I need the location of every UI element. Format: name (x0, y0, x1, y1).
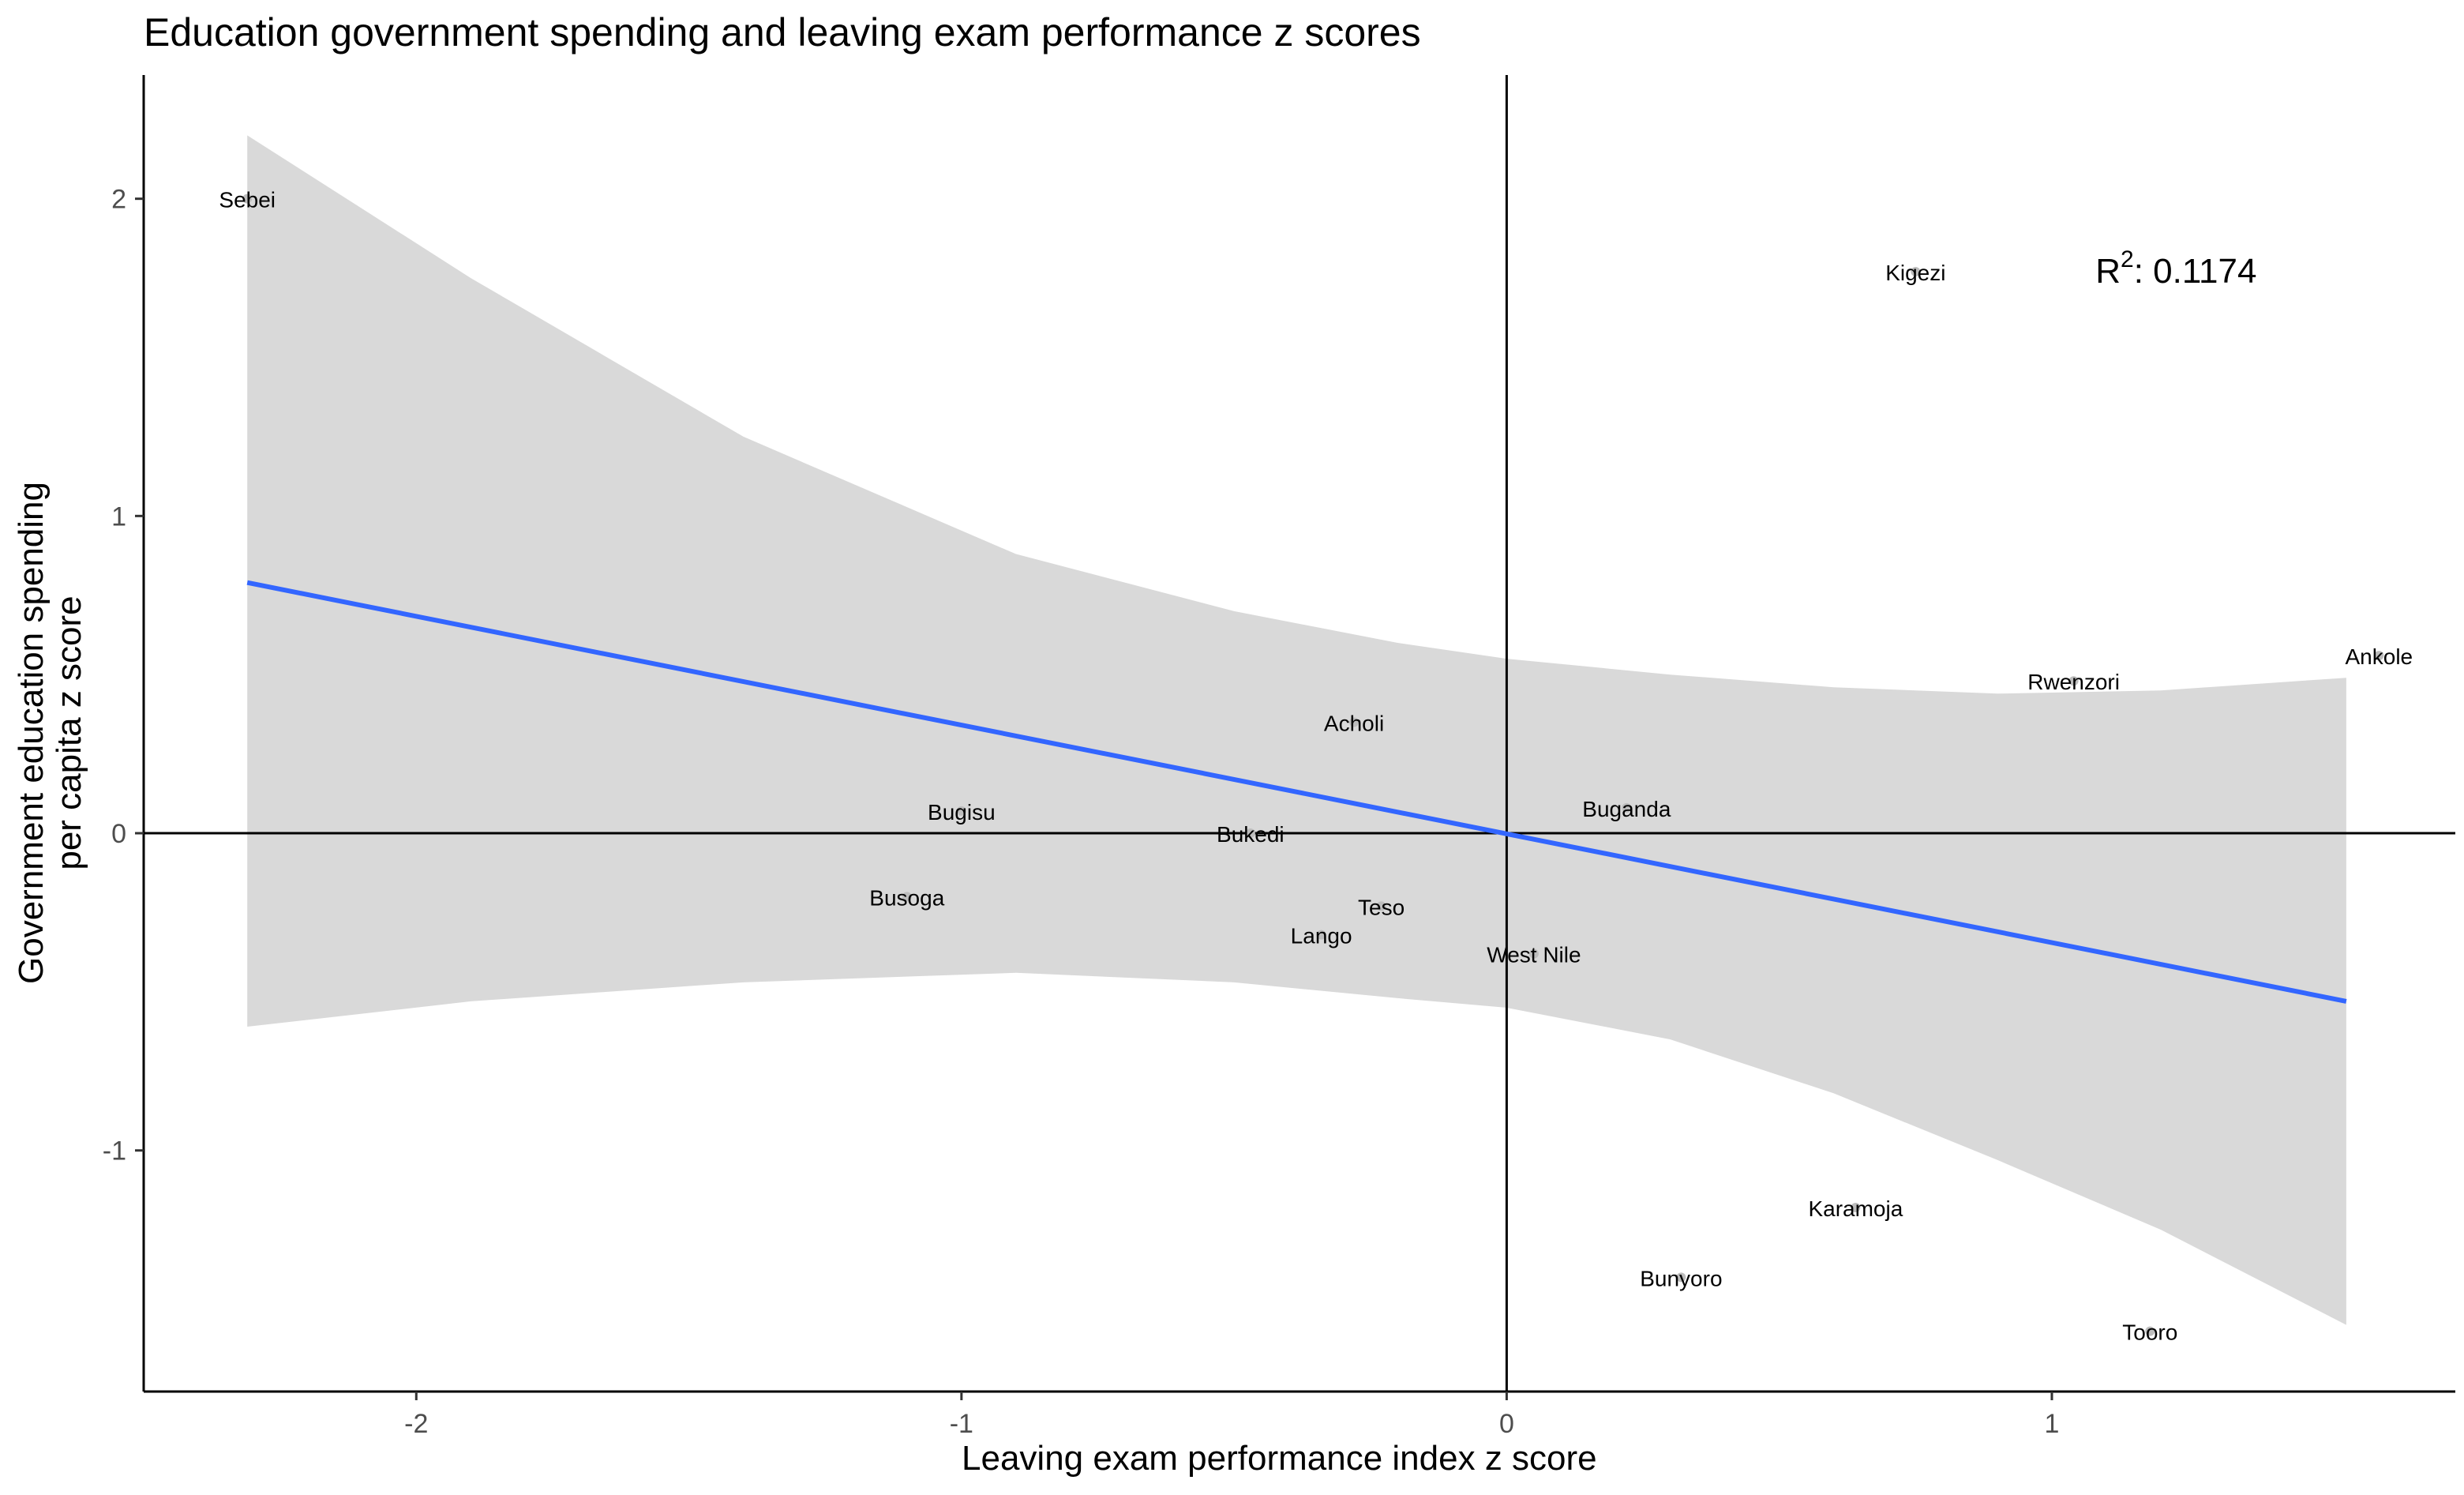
point-label: Kigezi (1885, 261, 1945, 285)
point-label: Bugisu (928, 800, 996, 825)
point-label: Karamoja (1808, 1196, 1903, 1221)
y-tick-label: 2 (111, 185, 126, 215)
data-point (1676, 1272, 1686, 1283)
point-label: Busoga (869, 885, 944, 910)
data-point (1528, 948, 1539, 959)
x-tick-label: -1 (950, 1409, 973, 1439)
point-label: Sebei (219, 188, 276, 212)
point-label: Bunyoro (1640, 1266, 1722, 1290)
data-point (2374, 651, 2384, 661)
point-label: Buganda (1582, 797, 1671, 821)
regression-line (246, 580, 2347, 1004)
data-point (1376, 901, 1386, 911)
point-label: Teso (1358, 895, 1405, 919)
r-squared-annotation: R2: 0.1174 (2095, 246, 2256, 291)
data-point (2068, 676, 2079, 686)
data-point (1245, 828, 1255, 839)
y-axis-title: Government education spending per capita… (12, 338, 88, 1128)
point-label: Ankole (2346, 644, 2413, 669)
y-tick-label: 0 (111, 819, 126, 849)
data-point (1316, 930, 1326, 940)
y-axis-title-line-1: Government education spending (12, 482, 51, 984)
data-point (1851, 1203, 1861, 1213)
y-tick-label: 1 (111, 501, 126, 532)
data-point (242, 193, 253, 204)
data-point (956, 806, 966, 816)
y-axis-title-line-2: per capita z score (50, 595, 88, 870)
point-label: Acholi (1324, 711, 1384, 735)
data-point (1622, 802, 1632, 813)
x-tick-label: 0 (1499, 1409, 1514, 1439)
data-point (1349, 717, 1360, 727)
point-label: Lango (1291, 924, 1352, 948)
point-label: West Nile (1487, 943, 1581, 967)
data-point (1911, 267, 1921, 277)
confidence-band (247, 135, 2346, 1325)
x-tick-label: 1 (2045, 1409, 2060, 1439)
data-point (2145, 1326, 2155, 1336)
chart-title: Education government spending and leavin… (144, 10, 1421, 54)
x-axis-title: Leaving exam performance index z score (962, 1439, 1597, 1478)
data-point (902, 892, 912, 902)
point-label: Tooro (2122, 1320, 2177, 1345)
point-label: Bukedi (1217, 822, 1285, 847)
y-tick-label: -1 (103, 1136, 126, 1166)
x-tick-label: -2 (404, 1409, 428, 1439)
point-label: Rwenzori (2027, 670, 2120, 694)
